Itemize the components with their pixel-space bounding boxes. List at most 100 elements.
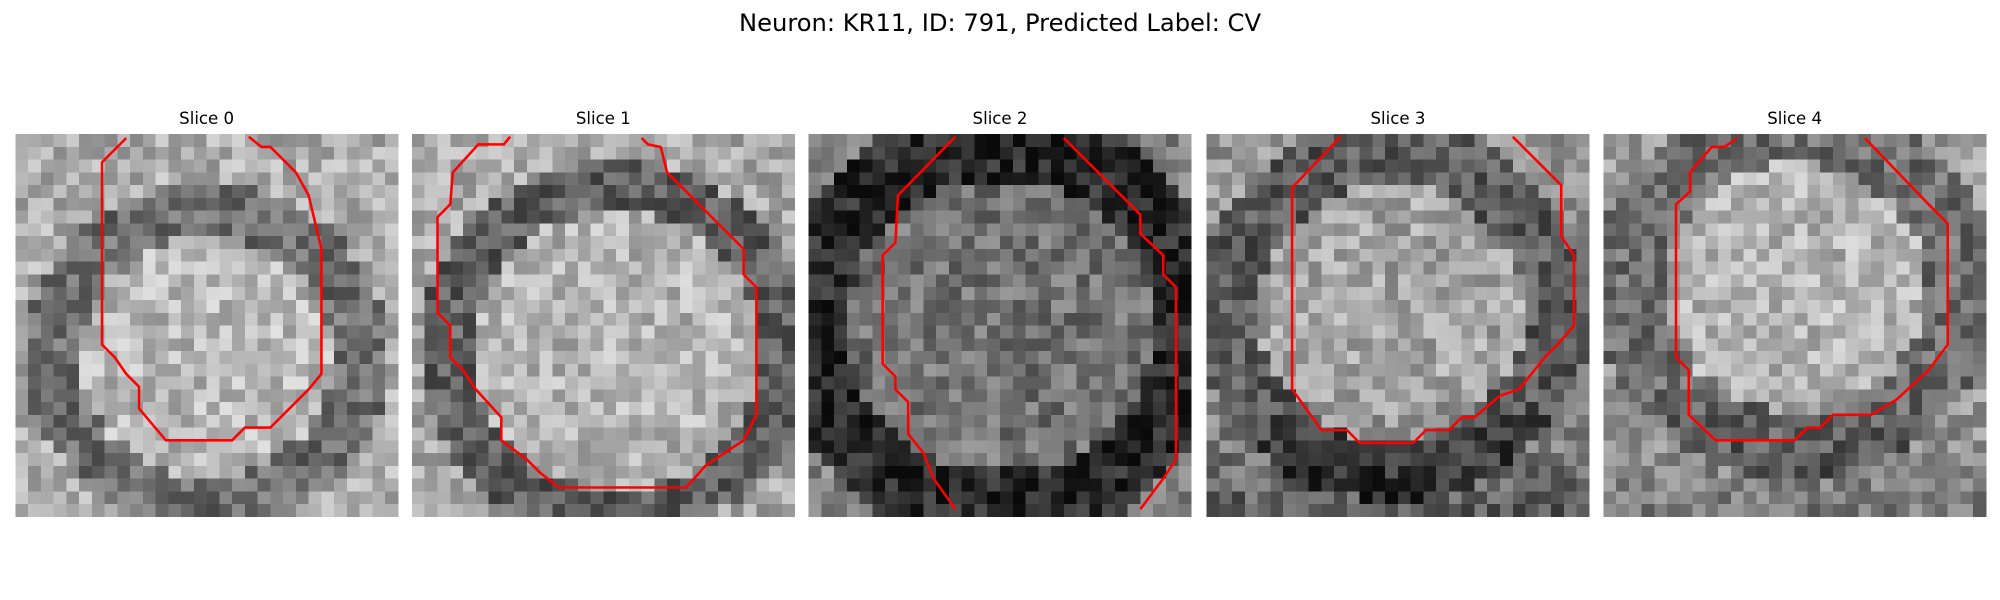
pixel <box>1232 453 1246 467</box>
pixel <box>526 261 540 275</box>
pixel <box>616 248 630 263</box>
pixel <box>718 312 732 326</box>
pixel <box>1244 465 1259 479</box>
pixel <box>1641 338 1655 352</box>
pixel <box>501 504 515 518</box>
pixel <box>1385 376 1399 390</box>
pixel <box>463 261 477 275</box>
pixel <box>1538 414 1552 428</box>
pixel <box>1603 414 1617 428</box>
pixel <box>206 134 220 148</box>
pixel <box>756 223 770 237</box>
pixel <box>1487 338 1501 352</box>
pixel <box>91 453 105 467</box>
pixel <box>936 338 950 352</box>
pixel <box>846 453 861 467</box>
pixel <box>1616 465 1630 479</box>
pixel <box>603 478 617 492</box>
pixel <box>834 146 848 161</box>
pixel <box>1219 491 1233 505</box>
pixel <box>501 223 515 237</box>
pixel <box>475 312 489 326</box>
pixel <box>463 465 477 479</box>
pixel <box>168 414 182 428</box>
pixel <box>1153 389 1167 403</box>
pixel <box>1461 210 1475 224</box>
pixel <box>501 325 515 339</box>
pixel <box>667 223 681 237</box>
pixel <box>1500 465 1514 479</box>
pixel <box>372 172 386 186</box>
pixel <box>1641 478 1655 492</box>
pixel <box>846 287 861 301</box>
pixel <box>206 414 220 428</box>
pixel <box>206 146 220 161</box>
pixel <box>1679 465 1693 479</box>
pixel <box>859 312 873 326</box>
pixel <box>1730 287 1745 301</box>
pixel <box>628 351 642 365</box>
pixel <box>424 274 438 288</box>
pixel <box>1845 134 1859 148</box>
pixel <box>1283 376 1297 390</box>
pixel <box>1820 159 1834 173</box>
pixel <box>181 440 195 454</box>
pixel <box>437 134 451 148</box>
pixel <box>846 491 861 505</box>
pixel <box>385 159 399 173</box>
pixel <box>1512 325 1526 339</box>
pixel <box>346 287 361 301</box>
pixel <box>1525 159 1539 173</box>
pixel <box>1206 274 1220 288</box>
pixel <box>1346 465 1361 479</box>
pixel <box>1718 414 1732 428</box>
pixel <box>488 325 502 339</box>
pixel <box>1270 389 1284 403</box>
pixel <box>948 197 963 212</box>
pixel <box>577 210 591 224</box>
pixel <box>1628 172 1642 186</box>
pixel <box>565 338 579 352</box>
pixel <box>1718 287 1732 301</box>
pixel <box>1295 159 1310 173</box>
pixel <box>808 504 822 518</box>
pixel <box>270 134 284 148</box>
pixel <box>590 491 604 505</box>
pixel <box>1603 274 1617 288</box>
pixel <box>539 376 553 390</box>
pixel <box>1448 185 1463 199</box>
pixel <box>1127 210 1141 224</box>
pixel <box>193 312 208 326</box>
pixel <box>667 185 681 199</box>
pixel <box>961 465 975 479</box>
pixel <box>1436 504 1450 518</box>
pixel <box>1487 453 1501 467</box>
pixel <box>28 261 42 275</box>
pixel <box>1769 491 1783 505</box>
pixel <box>1743 185 1757 199</box>
pixel <box>244 376 259 390</box>
pixel <box>987 402 1001 416</box>
pixel <box>1321 223 1335 237</box>
pixel <box>679 491 693 505</box>
pixel <box>885 427 899 441</box>
pixel <box>590 504 604 518</box>
pixel <box>1781 261 1796 275</box>
pixel <box>1871 465 1885 479</box>
pixel <box>769 261 783 275</box>
pixel <box>130 325 144 339</box>
pixel <box>1102 185 1116 199</box>
pixel <box>885 134 899 148</box>
pixel <box>295 427 310 441</box>
pixel <box>1089 146 1103 161</box>
pixel <box>104 427 118 441</box>
pixel <box>808 274 822 288</box>
pixel <box>1667 478 1681 492</box>
pixel <box>590 338 604 352</box>
pixel <box>885 351 899 365</box>
pixel <box>1960 274 1974 288</box>
pixel <box>1153 210 1167 224</box>
pixel <box>1832 300 1847 314</box>
pixel <box>514 223 528 237</box>
pixel <box>1219 274 1233 288</box>
